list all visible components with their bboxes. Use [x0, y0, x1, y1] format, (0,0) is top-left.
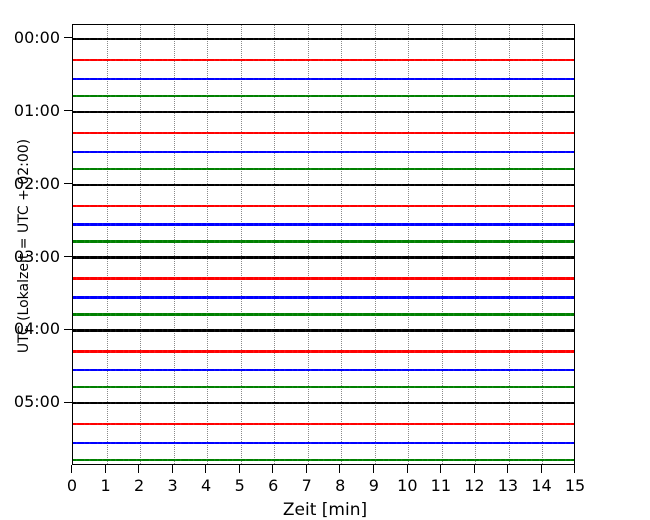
x-tick-label-10: 10 [397, 476, 418, 495]
x-tick-label-0: 0 [66, 476, 78, 495]
y-tick-label-2: 02:00 [13, 173, 60, 193]
trace-01 [73, 37, 574, 41]
trace-10 [73, 204, 574, 207]
x-tick-label-14: 14 [531, 476, 552, 495]
trace-05 [73, 110, 574, 114]
x-tick-mark-14 [540, 465, 542, 473]
trace-11 [73, 223, 574, 226]
y-tick-mark-3 [64, 255, 72, 257]
gridline-x-6 [274, 25, 276, 464]
trace-14 [73, 277, 574, 280]
x-tick-label-12: 12 [464, 476, 485, 495]
trace-02 [73, 58, 574, 62]
trace-16 [73, 313, 574, 316]
gridline-x-14 [542, 25, 544, 464]
x-tick-label-1: 1 [100, 476, 111, 495]
gridline-x-9 [374, 25, 376, 464]
gridline-x-11 [441, 25, 443, 464]
y-tick-mark-1 [64, 109, 72, 111]
x-tick-mark-4 [205, 465, 207, 473]
gridline-x-8 [341, 25, 343, 464]
trace-17 [73, 329, 574, 332]
x-axis-label: Zeit [min] [282, 500, 368, 520]
x-tick-mark-15 [574, 465, 576, 473]
x-tick-label-5: 5 [234, 476, 245, 495]
trace-15 [73, 296, 574, 299]
x-tick-mark-6 [272, 465, 274, 473]
trace-18 [73, 350, 574, 353]
x-tick-mark-7 [305, 465, 307, 473]
y-tick-label-0: 00:00 [13, 27, 60, 47]
x-tick-mark-11 [440, 465, 442, 473]
trace-21 [73, 402, 574, 405]
x-tick-label-4: 4 [201, 476, 212, 495]
y-tick-label-5: 05:00 [13, 392, 60, 412]
trace-19 [73, 369, 574, 372]
x-tick-label-2: 2 [133, 476, 145, 495]
x-tick-label-15: 15 [564, 476, 586, 495]
x-tick-label-7: 7 [301, 476, 312, 495]
x-tick-mark-5 [238, 465, 240, 473]
y-tick-label-1: 01:00 [13, 100, 60, 120]
x-tick-mark-3 [171, 465, 173, 473]
x-tick-label-3: 3 [167, 476, 178, 495]
trace-04 [73, 94, 574, 98]
gridline-x-1 [106, 25, 108, 464]
x-tick-mark-2 [138, 465, 140, 473]
x-tick-mark-9 [373, 465, 374, 473]
y-tick-mark-5 [64, 401, 72, 403]
x-tick-label-11: 11 [430, 476, 452, 495]
trace-12 [73, 240, 574, 243]
y-tick-mark-0 [64, 37, 72, 39]
x-tick-label-9: 9 [368, 476, 379, 495]
trace-22 [73, 423, 574, 426]
trace-24 [73, 459, 574, 462]
gridline-x-5 [240, 25, 242, 464]
trace-06 [73, 131, 574, 135]
trace-07 [73, 150, 574, 153]
y-tick-mark-2 [64, 182, 72, 184]
trace-08 [73, 167, 574, 170]
trace-13 [73, 256, 574, 259]
plot-area [72, 24, 575, 465]
x-tick-mark-0 [71, 465, 73, 473]
x-tick-label-8: 8 [335, 476, 346, 495]
gridline-x-10 [408, 25, 410, 464]
trace-23 [73, 442, 574, 445]
gridline-x-12 [475, 25, 477, 464]
trace-20 [73, 386, 574, 389]
gridline-x-7 [307, 25, 309, 464]
gridline-x-4 [207, 25, 209, 464]
x-tick-label-13: 13 [497, 476, 519, 495]
y-tick-label-3: 03:00 [13, 246, 60, 266]
gridline-x-2 [140, 25, 142, 464]
trace-03 [73, 77, 574, 81]
y-tick-mark-4 [64, 328, 72, 330]
trace-09 [73, 183, 574, 186]
x-tick-mark-13 [507, 465, 509, 473]
x-tick-mark-10 [406, 465, 408, 473]
x-tick-mark-1 [104, 465, 106, 473]
x-tick-mark-12 [473, 465, 475, 473]
y-tick-label-4: 04:00 [13, 319, 60, 339]
x-tick-mark-8 [339, 465, 341, 473]
gridline-x-13 [508, 25, 510, 464]
gridline-x-3 [173, 25, 175, 464]
x-tick-label-6: 6 [268, 476, 279, 495]
